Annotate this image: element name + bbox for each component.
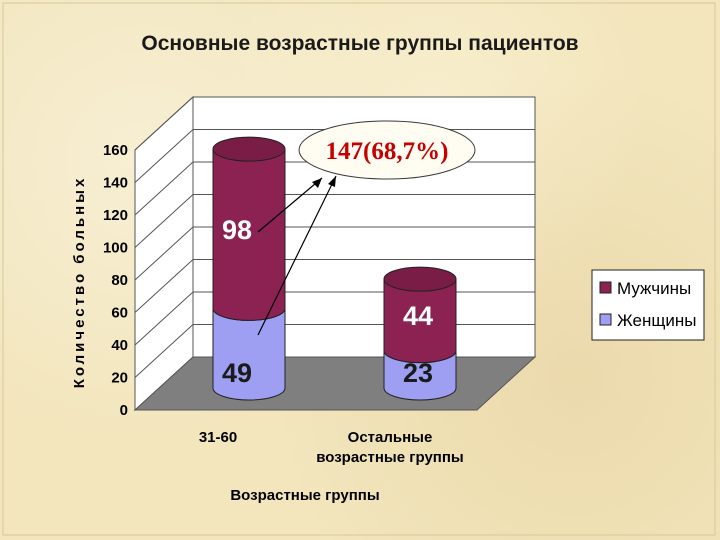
y-tick-label: 60 [111,305,128,322]
y-axis-ticks: 0 20 40 60 80 100 120 140 160 [103,142,128,419]
chart-title: Основные возрастные группы пациентов [141,32,578,55]
legend: Мужчины Женщины [591,269,705,341]
y-tick-label: 20 [111,370,128,387]
y-tick-label: 160 [103,142,128,159]
callout-arrowhead-lower [328,176,336,187]
y-tick-label: 40 [111,337,128,354]
bar-body [383,278,457,364]
bar-data-label: 44 [403,301,433,331]
bar-body [212,148,286,321]
legend-swatch-men [599,281,612,294]
legend-label-men: Мужчины [617,279,691,298]
gridline [134,226,535,281]
bar-segment: 44 [383,266,457,364]
y-tick-label: 120 [103,207,128,224]
x-tick-label: возрастные группы [316,449,464,466]
bar-cap [212,136,286,162]
y-tick-label: 80 [111,272,128,289]
callout-arrowhead-upper [312,178,322,188]
callout-text: 147(68,7%) [326,138,449,165]
bar-data-label: 49 [222,358,252,388]
floor [133,356,537,411]
gridline [134,194,535,248]
bar-body [383,350,457,401]
x-tick-label: Остальные [348,429,433,446]
gridline [134,96,535,151]
callout: 147(68,7%) [257,120,476,336]
gridline [134,259,535,313]
y-tick-label: 140 [103,175,128,192]
callout-arrow-lower [257,175,337,336]
bar-segment: 98 [212,136,286,321]
x-axis-title: Возрастные группы [230,487,379,504]
y-axis-title: Количество больных [71,176,88,389]
bar-cap [383,266,457,292]
y-tick-label: 0 [120,402,128,419]
legend-swatch-women [599,313,612,326]
y-tick-label: 100 [103,240,128,257]
legend-label-women: Женщины [617,311,696,330]
bar-data-label: 98 [222,215,252,245]
bar-body [212,307,286,401]
callout-ellipse [298,120,476,180]
category-labels: 31-60 Остальные возрастные группы [199,429,464,466]
callout-arrow-upper [257,177,323,233]
x-tick-label: 31-60 [199,429,237,446]
